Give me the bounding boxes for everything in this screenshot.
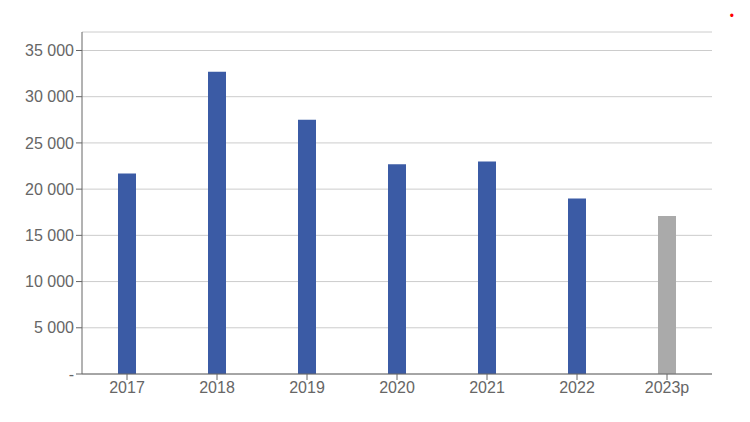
svg-text:2017: 2017 <box>109 379 145 396</box>
svg-text:15 000: 15 000 <box>25 227 74 244</box>
svg-text:2020: 2020 <box>379 379 415 396</box>
svg-text:2019: 2019 <box>289 379 325 396</box>
svg-text:2018: 2018 <box>199 379 235 396</box>
svg-text:2022: 2022 <box>559 379 595 396</box>
svg-text:10 000: 10 000 <box>25 273 74 290</box>
svg-text:35 000: 35 000 <box>25 42 74 59</box>
svg-text:-: - <box>69 366 74 383</box>
svg-text:2023p: 2023p <box>645 379 690 396</box>
svg-text:5 000: 5 000 <box>34 319 74 336</box>
svg-text:20 000: 20 000 <box>25 181 74 198</box>
svg-text:30 000: 30 000 <box>25 88 74 105</box>
svg-text:2021: 2021 <box>469 379 505 396</box>
svg-text:25 000: 25 000 <box>25 135 74 152</box>
